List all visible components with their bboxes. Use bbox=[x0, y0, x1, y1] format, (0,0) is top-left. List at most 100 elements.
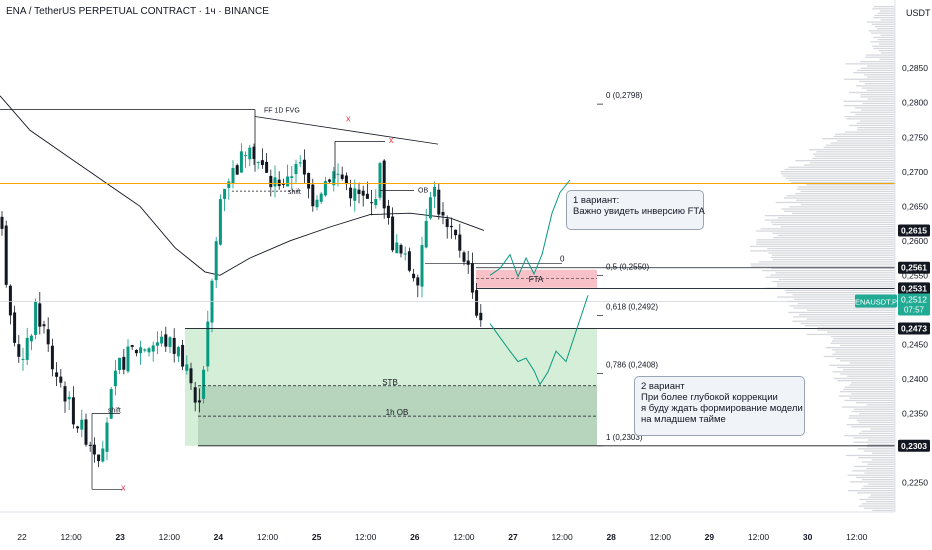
x-tick-label: 29 bbox=[705, 532, 715, 542]
candle-body bbox=[441, 212, 445, 216]
fib-label: 0,786 (0,2408) bbox=[606, 360, 658, 369]
volume-profile-bar bbox=[771, 254, 895, 256]
volume-profile-bar bbox=[764, 215, 895, 217]
volume-profile-bar bbox=[849, 481, 895, 483]
candle bbox=[126, 339, 130, 374]
volume-profile-bar bbox=[856, 122, 895, 124]
volume-profile-bar bbox=[843, 105, 895, 107]
volume-profile-bar bbox=[868, 30, 895, 32]
candle bbox=[147, 346, 151, 357]
candle-body bbox=[315, 199, 319, 208]
volume-profile-bar bbox=[854, 465, 895, 468]
volume-profile-bar bbox=[775, 272, 895, 274]
candle-body bbox=[134, 349, 138, 354]
volume-profile-bar bbox=[876, 28, 895, 30]
volume-profile-bar bbox=[823, 355, 895, 358]
candle bbox=[361, 185, 365, 207]
volume-profile-bar bbox=[776, 296, 895, 298]
fibonacci-levels: 0 (0,2798) 0,5 (0,2550) 0,618 (0,2492) 0,78… bbox=[597, 91, 658, 447]
volume-profile-bar bbox=[860, 96, 895, 98]
volume-profile-bar bbox=[781, 208, 895, 210]
volume-profile-bar bbox=[762, 270, 895, 272]
candle bbox=[134, 349, 138, 357]
x-tick-label: 23 bbox=[115, 532, 125, 542]
volume-profile-bar bbox=[809, 162, 895, 164]
candle-body bbox=[470, 263, 474, 293]
candle bbox=[4, 220, 8, 288]
candle bbox=[202, 365, 206, 404]
volume-profile-bar bbox=[809, 149, 895, 151]
volume-profile-bar bbox=[877, 39, 895, 41]
candle bbox=[407, 247, 411, 273]
candle bbox=[252, 143, 256, 165]
x-tick-label: 12:00 bbox=[748, 532, 770, 542]
variant2-note[interactable]: 2 вариант При более глубокой коррекции я… bbox=[634, 376, 805, 436]
candle-body bbox=[462, 252, 466, 262]
volume-profile-bar bbox=[749, 245, 895, 248]
candle bbox=[143, 348, 147, 353]
y-tick-label: 0,2400 bbox=[902, 374, 928, 384]
volume-profile-bar bbox=[861, 503, 895, 505]
candle-body bbox=[46, 329, 50, 345]
volume-profile-bar bbox=[845, 63, 895, 65]
candle-body bbox=[454, 229, 458, 236]
forecast-path bbox=[489, 295, 589, 386]
candle-body bbox=[370, 202, 374, 204]
volume-profile-bar bbox=[756, 239, 895, 241]
volume-profile-bar bbox=[871, 452, 895, 454]
candle-body bbox=[336, 173, 340, 175]
candle-body bbox=[214, 241, 218, 281]
stb-label: STB bbox=[382, 378, 398, 387]
candle bbox=[454, 229, 458, 240]
candle bbox=[105, 417, 109, 461]
candle-body bbox=[227, 181, 231, 188]
candle-body bbox=[4, 225, 8, 285]
volume-profile-bar bbox=[800, 322, 895, 325]
volume-profile-bar bbox=[857, 129, 895, 131]
candle-body bbox=[113, 370, 117, 387]
candle bbox=[59, 369, 63, 388]
volume-profile-bar bbox=[870, 41, 895, 43]
price-badge bbox=[898, 282, 930, 295]
ob-1h-label: 1h OB bbox=[386, 408, 409, 417]
candle-body bbox=[353, 188, 357, 201]
volume-profile-bar bbox=[864, 74, 895, 76]
candle-body bbox=[67, 396, 71, 400]
candle-body bbox=[21, 358, 25, 360]
candle-body bbox=[458, 234, 462, 251]
moving-average bbox=[0, 95, 485, 276]
volume-profile-bar bbox=[831, 340, 895, 342]
x-tick-label: 12:00 bbox=[355, 532, 377, 542]
volume-profile-bar bbox=[767, 248, 895, 250]
x-tick-label: 30 bbox=[803, 532, 813, 542]
volume-profile-bar bbox=[791, 212, 895, 215]
volume-profile-bar bbox=[794, 298, 895, 300]
volume-profile-bar bbox=[829, 364, 895, 366]
candle-body bbox=[223, 188, 227, 199]
volume-profile-bar bbox=[870, 428, 895, 430]
candle-body bbox=[29, 335, 33, 342]
candle bbox=[223, 188, 227, 212]
candle bbox=[214, 236, 218, 289]
x-tick-label: 12:00 bbox=[453, 532, 475, 542]
candle-body bbox=[130, 345, 134, 347]
candle bbox=[101, 440, 105, 463]
candle-body bbox=[403, 253, 407, 255]
candle-body bbox=[181, 344, 185, 367]
volume-profile-bar bbox=[844, 131, 895, 133]
candle bbox=[185, 355, 189, 375]
candles bbox=[0, 143, 483, 468]
current-price-badge bbox=[898, 293, 930, 316]
candle-body bbox=[143, 349, 147, 351]
volume-profile-bar bbox=[796, 188, 895, 190]
x-mark: x bbox=[346, 113, 351, 123]
volume-profile-bar bbox=[778, 217, 895, 219]
volume-profile-bar bbox=[793, 316, 895, 318]
volume-profile-bar bbox=[860, 61, 895, 63]
candle bbox=[344, 172, 348, 191]
variant1-note[interactable]: 1 вариант: Важно увидеть инверсию FTA bbox=[566, 190, 705, 230]
fib-label: 0 (0,2798) bbox=[606, 91, 643, 100]
candle-body bbox=[399, 244, 403, 254]
candle bbox=[298, 155, 302, 168]
